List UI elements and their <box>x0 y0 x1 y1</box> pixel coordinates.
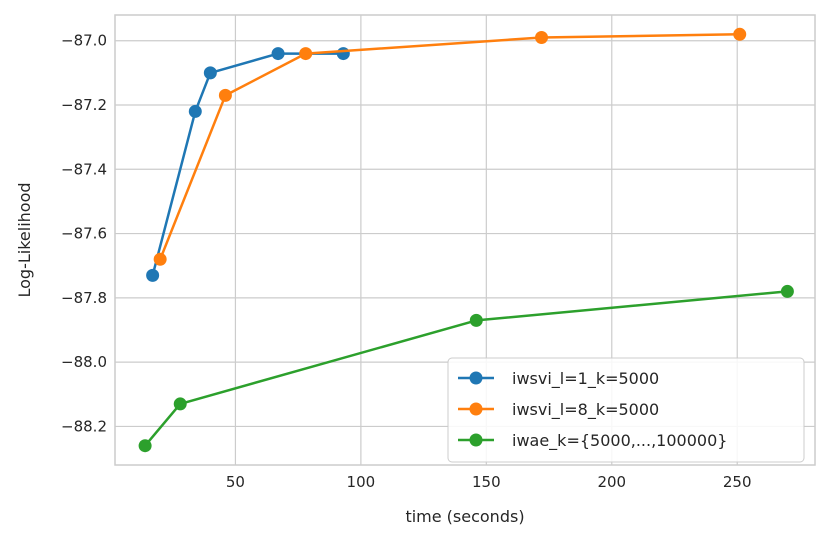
data-point <box>299 47 313 61</box>
y-axis-ticks: −88.2 −88.0 −87.8 −87.6 −87.4 −87.2 −87.0 <box>61 32 107 436</box>
x-tick-label: 150 <box>472 473 501 491</box>
legend-label: iwae_k={5000,...,100000} <box>512 431 727 451</box>
x-tick-label: 100 <box>347 473 376 491</box>
legend-item: iwae_k={5000,...,100000} <box>458 431 727 451</box>
legend: iwsvi_l=1_k=5000 iwsvi_l=8_k=5000 iwae_k={… <box>447 357 805 463</box>
data-point <box>733 27 747 41</box>
data-point <box>146 268 160 282</box>
y-tick-label: −87.8 <box>61 289 107 307</box>
legend-marker <box>469 433 483 447</box>
legend-marker <box>469 371 483 385</box>
data-point <box>188 104 202 118</box>
legend-label: iwsvi_l=8_k=5000 <box>512 400 659 420</box>
legend-marker <box>469 402 483 416</box>
x-tick-label: 50 <box>226 473 245 491</box>
y-tick-label: −87.6 <box>61 225 107 243</box>
y-tick-label: −87.4 <box>61 160 107 178</box>
data-point <box>535 31 549 44</box>
y-tick-label: −87.0 <box>61 32 107 50</box>
data-point <box>138 439 152 453</box>
legend-item: iwsvi_l=1_k=5000 <box>458 369 659 389</box>
legend-item: iwsvi_l=8_k=5000 <box>458 400 659 420</box>
grid <box>115 15 815 465</box>
y-tick-label: −88.0 <box>61 353 107 371</box>
x-tick-label: 250 <box>723 473 752 491</box>
data-point <box>153 252 167 266</box>
data-point <box>173 397 187 411</box>
data-point <box>271 47 285 61</box>
y-tick-label: −88.2 <box>61 417 107 435</box>
series-2 <box>153 27 747 266</box>
x-axis-label: time (seconds) <box>405 507 524 526</box>
series-layer <box>138 27 794 453</box>
data-point <box>218 88 232 102</box>
legend-box <box>447 357 805 463</box>
y-tick-label: −87.2 <box>61 96 107 114</box>
x-axis-ticks: 50 100 150 200 250 <box>226 473 752 491</box>
y-axis-label: Log-Likelihood <box>15 182 34 297</box>
data-point <box>203 66 217 80</box>
data-point <box>336 47 350 61</box>
x-tick-label: 200 <box>597 473 626 491</box>
legend-label: iwsvi_l=1_k=5000 <box>512 369 659 389</box>
series-3 <box>138 284 794 453</box>
series-line <box>144 290 788 447</box>
data-point <box>780 284 794 298</box>
plot-frame <box>114 14 816 466</box>
data-point <box>469 313 483 327</box>
